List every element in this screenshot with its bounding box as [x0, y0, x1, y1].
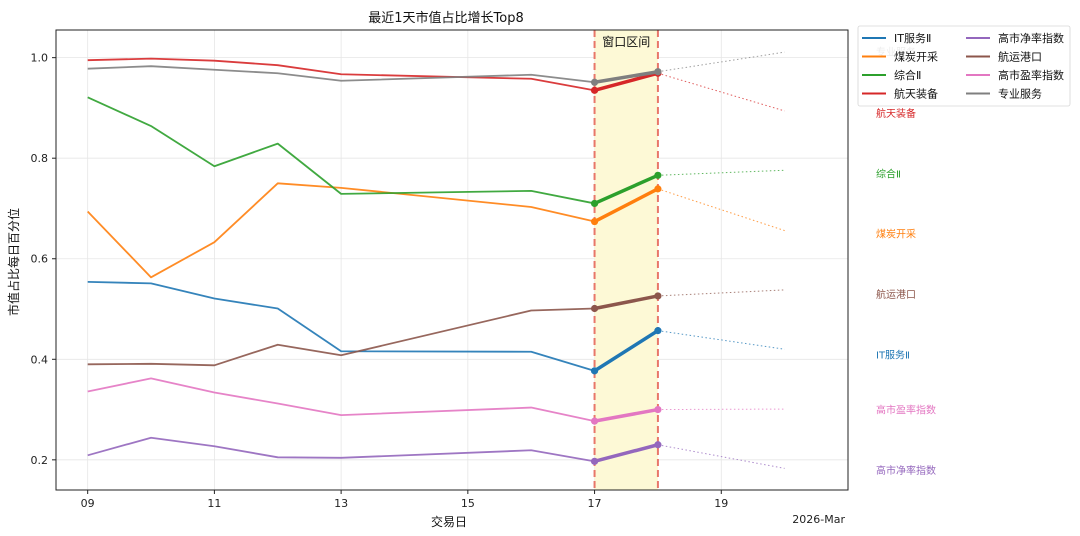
series-line: [87, 96, 659, 205]
legend-item: 综合Ⅱ: [862, 68, 921, 82]
legend-label: 综合Ⅱ: [894, 68, 921, 82]
y-tick-label: 0.8: [31, 152, 49, 165]
window-band-fill: [594, 30, 658, 490]
x-tick-label: 09: [81, 497, 95, 510]
series-3: [87, 57, 785, 112]
legend-label: 高市净率指数: [998, 31, 1064, 45]
series-end-label: IT服务Ⅱ: [876, 348, 910, 361]
series-window-point: [590, 457, 599, 465]
series-end-label: 煤炭开采: [876, 228, 916, 241]
series-window-segment: [592, 328, 660, 373]
series-6: [87, 377, 785, 425]
series-projection-line: [657, 289, 785, 297]
series-line: [87, 280, 659, 372]
x-axis-offset-label: 2026-Mar: [792, 513, 845, 526]
legend-item: 高市净率指数: [966, 31, 1064, 45]
grid-layer: [56, 30, 848, 490]
series-line: [87, 295, 659, 367]
series-window-segment: [592, 294, 660, 311]
series-window-segment: [592, 173, 660, 206]
window-band: 窗口区间: [593, 30, 659, 490]
y-tick-label: 0.6: [31, 253, 49, 266]
series-window-point: [654, 441, 662, 449]
series-0: [87, 280, 785, 375]
y-tick-label: 0.2: [31, 454, 49, 467]
x-tick-label: 19: [714, 497, 728, 510]
series-window-point: [590, 199, 599, 208]
series-projection-line: [657, 408, 785, 411]
series-end-label: 综合Ⅱ: [876, 167, 901, 180]
series-projection-line: [657, 169, 785, 176]
series-4: [87, 436, 785, 469]
series-end-label: 高市净率指数: [876, 464, 936, 477]
series-1: [87, 182, 785, 279]
axes-layer: 09 11 13 15 17 19 0.2 0.4 0.6 0.8 1.0: [31, 29, 849, 510]
series-line: [87, 182, 659, 279]
series-window-segment: [592, 69, 660, 85]
series-end-label: 航运港口: [876, 288, 916, 301]
series-line: [87, 377, 659, 423]
series-window-point: [654, 68, 662, 76]
series-projection-line: [657, 51, 785, 73]
y-tick-label: 1.0: [31, 52, 49, 65]
series-window-segment: [592, 407, 660, 423]
legend-label: 航天装备: [894, 87, 938, 101]
legend-label: 航运港口: [998, 50, 1042, 64]
series-window-point: [590, 304, 599, 313]
legend-item: 煤炭开采: [862, 51, 938, 64]
series-line: [87, 436, 659, 463]
y-tick-label: 0.4: [31, 353, 49, 366]
x-tick-label: 11: [207, 497, 221, 510]
series-projection-line: [657, 444, 785, 469]
series-projection-line: [657, 330, 785, 350]
legend-label: 煤炭开采: [894, 51, 938, 64]
series-7: [87, 51, 785, 86]
series-window-point: [654, 292, 662, 300]
series-window-point: [590, 78, 599, 86]
series-2: [87, 96, 785, 208]
series-window-point: [590, 367, 599, 375]
legend-box: [857, 25, 1071, 107]
plot-frame: [55, 29, 849, 491]
series-line: [87, 57, 659, 92]
window-label: 窗口区间: [602, 35, 650, 49]
series-end-label: 高市盈率指数: [876, 404, 936, 417]
series-window-point: [654, 327, 662, 335]
x-tick-label: 17: [588, 497, 602, 510]
y-axis-title: 市值占比每日百分位: [6, 208, 21, 316]
series-window-point: [590, 217, 599, 226]
series-end-label: 航天装备: [876, 107, 916, 120]
series-5: [87, 289, 785, 367]
legend-item: IT服务Ⅱ: [862, 32, 931, 45]
x-tick-label: 13: [334, 497, 348, 510]
series-window-point: [654, 171, 662, 179]
series-window-point: [590, 86, 599, 94]
series-window-segment: [592, 443, 660, 464]
series-window-segment: [592, 71, 660, 93]
x-tick-label: 15: [461, 497, 475, 510]
legend-label: 专业服务: [998, 87, 1042, 101]
legend-item: 高市盈率指数: [966, 68, 1064, 82]
chart-title: 最近1天市值占比增长Top8: [368, 10, 523, 26]
series-window-point: [654, 185, 662, 193]
legend-item: 专业服务: [966, 87, 1042, 101]
legend-item: 航天装备: [862, 87, 938, 101]
legend-label: IT服务Ⅱ: [894, 32, 931, 45]
series-window-point: [590, 417, 599, 425]
series-window-point: [654, 405, 662, 414]
series-layer: [87, 51, 785, 469]
legend-label: 高市盈率指数: [998, 68, 1064, 82]
legend-item: 航运港口: [966, 50, 1042, 64]
x-axis-title: 交易日: [431, 514, 467, 529]
series-window-segment: [592, 187, 660, 224]
series-line: [87, 65, 659, 84]
